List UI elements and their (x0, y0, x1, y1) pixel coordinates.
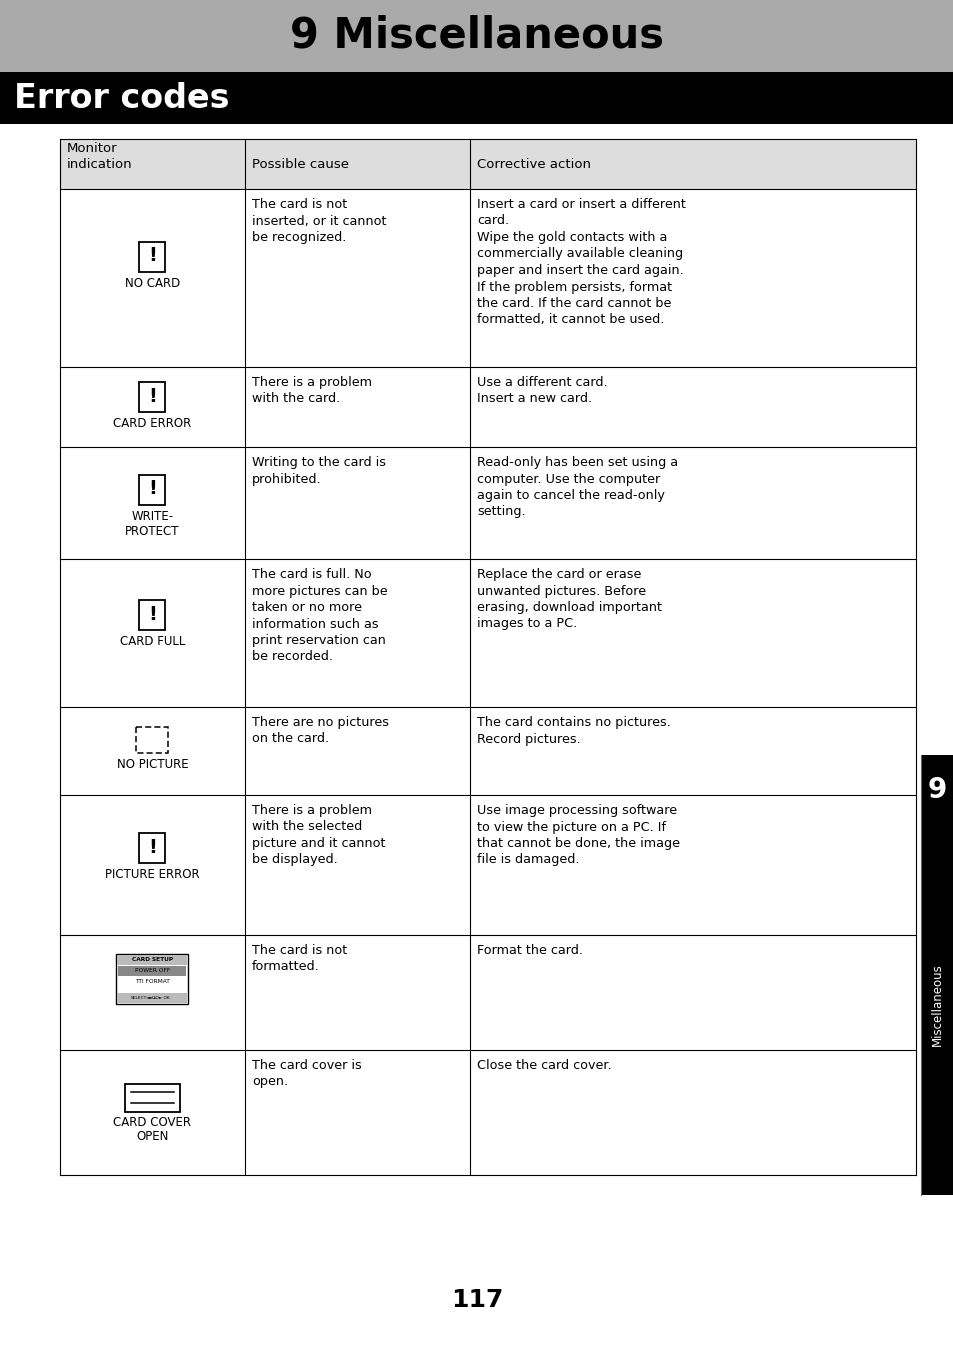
Text: Format the card.: Format the card. (476, 944, 582, 958)
Text: Use a different card.
Insert a new card.: Use a different card. Insert a new card. (476, 377, 607, 405)
Text: Read-only has been set using a
computer. Use the computer
again to cancel the re: Read-only has been set using a computer.… (476, 456, 678, 519)
Text: NO CARD: NO CARD (125, 277, 180, 289)
Text: Replace the card or erase
unwanted pictures. Before
erasing, download important
: Replace the card or erase unwanted pictu… (476, 568, 661, 631)
Bar (139, 242, 165, 272)
Text: Corrective action: Corrective action (476, 157, 590, 171)
Text: CARD FULL: CARD FULL (120, 635, 185, 648)
Text: !: ! (148, 479, 157, 498)
Text: There is a problem
with the card.: There is a problem with the card. (252, 377, 372, 405)
Text: SELECT◄►⚠: SELECT◄►⚠ (131, 995, 158, 999)
Bar (0, 73, 953, 124)
Bar (117, 955, 188, 964)
Text: PICTURE ERROR: PICTURE ERROR (105, 869, 199, 881)
Text: Writing to the card is
prohibited.: Writing to the card is prohibited. (252, 456, 386, 486)
Bar (0, 0, 953, 73)
Text: The card contains no pictures.
Record pictures.: The card contains no pictures. Record pi… (476, 716, 670, 745)
Text: The card is not
inserted, or it cannot
be recognized.: The card is not inserted, or it cannot b… (252, 198, 386, 243)
Text: NO PICTURE: NO PICTURE (116, 759, 188, 772)
Text: The card is full. No
more pictures can be
taken or no more
information such as
p: The card is full. No more pictures can b… (252, 568, 387, 663)
Text: Miscellaneous: Miscellaneous (930, 963, 943, 1046)
Text: !: ! (148, 387, 157, 406)
Bar (118, 966, 186, 975)
Text: 9: 9 (927, 776, 946, 804)
Text: CARD COVER
OPEN: CARD COVER OPEN (113, 1115, 192, 1143)
Bar (920, 755, 953, 1194)
Text: Possible cause: Possible cause (252, 157, 349, 171)
Text: 9 Miscellaneous: 9 Miscellaneous (290, 15, 663, 56)
Text: POWER OFF: POWER OFF (134, 968, 170, 974)
Bar (117, 993, 188, 1003)
Text: !: ! (148, 838, 157, 857)
Text: TTI FORMAT: TTI FORMAT (135, 979, 170, 985)
Text: Use image processing software
to view the picture on a PC. If
that cannot be don: Use image processing software to view th… (476, 804, 679, 866)
Text: Insert a card or insert a different
card.
Wipe the gold contacts with a
commerci: Insert a card or insert a different card… (476, 198, 685, 327)
Bar (139, 382, 165, 413)
Text: CARD SETUP: CARD SETUP (132, 958, 172, 962)
Text: There is a problem
with the selected
picture and it cannot
be displayed.: There is a problem with the selected pic… (252, 804, 385, 866)
Text: WRITE-
PROTECT: WRITE- PROTECT (125, 510, 179, 538)
Text: The card is not
formatted.: The card is not formatted. (252, 944, 347, 974)
Bar (139, 600, 165, 631)
Text: 117: 117 (451, 1289, 502, 1311)
Text: Error codes: Error codes (14, 82, 230, 114)
Text: CARD ERROR: CARD ERROR (113, 417, 192, 430)
Text: !: ! (148, 246, 157, 265)
Text: Close the card cover.: Close the card cover. (476, 1059, 611, 1072)
Bar (136, 728, 169, 753)
Text: GO► OK: GO► OK (152, 995, 169, 999)
Text: There are no pictures
on the card.: There are no pictures on the card. (252, 716, 389, 745)
Text: The card cover is
open.: The card cover is open. (252, 1059, 361, 1088)
Bar (125, 1084, 180, 1111)
Bar (60, 139, 915, 190)
Bar (118, 976, 186, 987)
Bar (139, 833, 165, 863)
Bar (139, 475, 165, 504)
Bar (60, 139, 915, 1176)
Text: Monitor
indication: Monitor indication (67, 141, 132, 171)
Bar (116, 954, 189, 1003)
Text: !: ! (148, 605, 157, 624)
